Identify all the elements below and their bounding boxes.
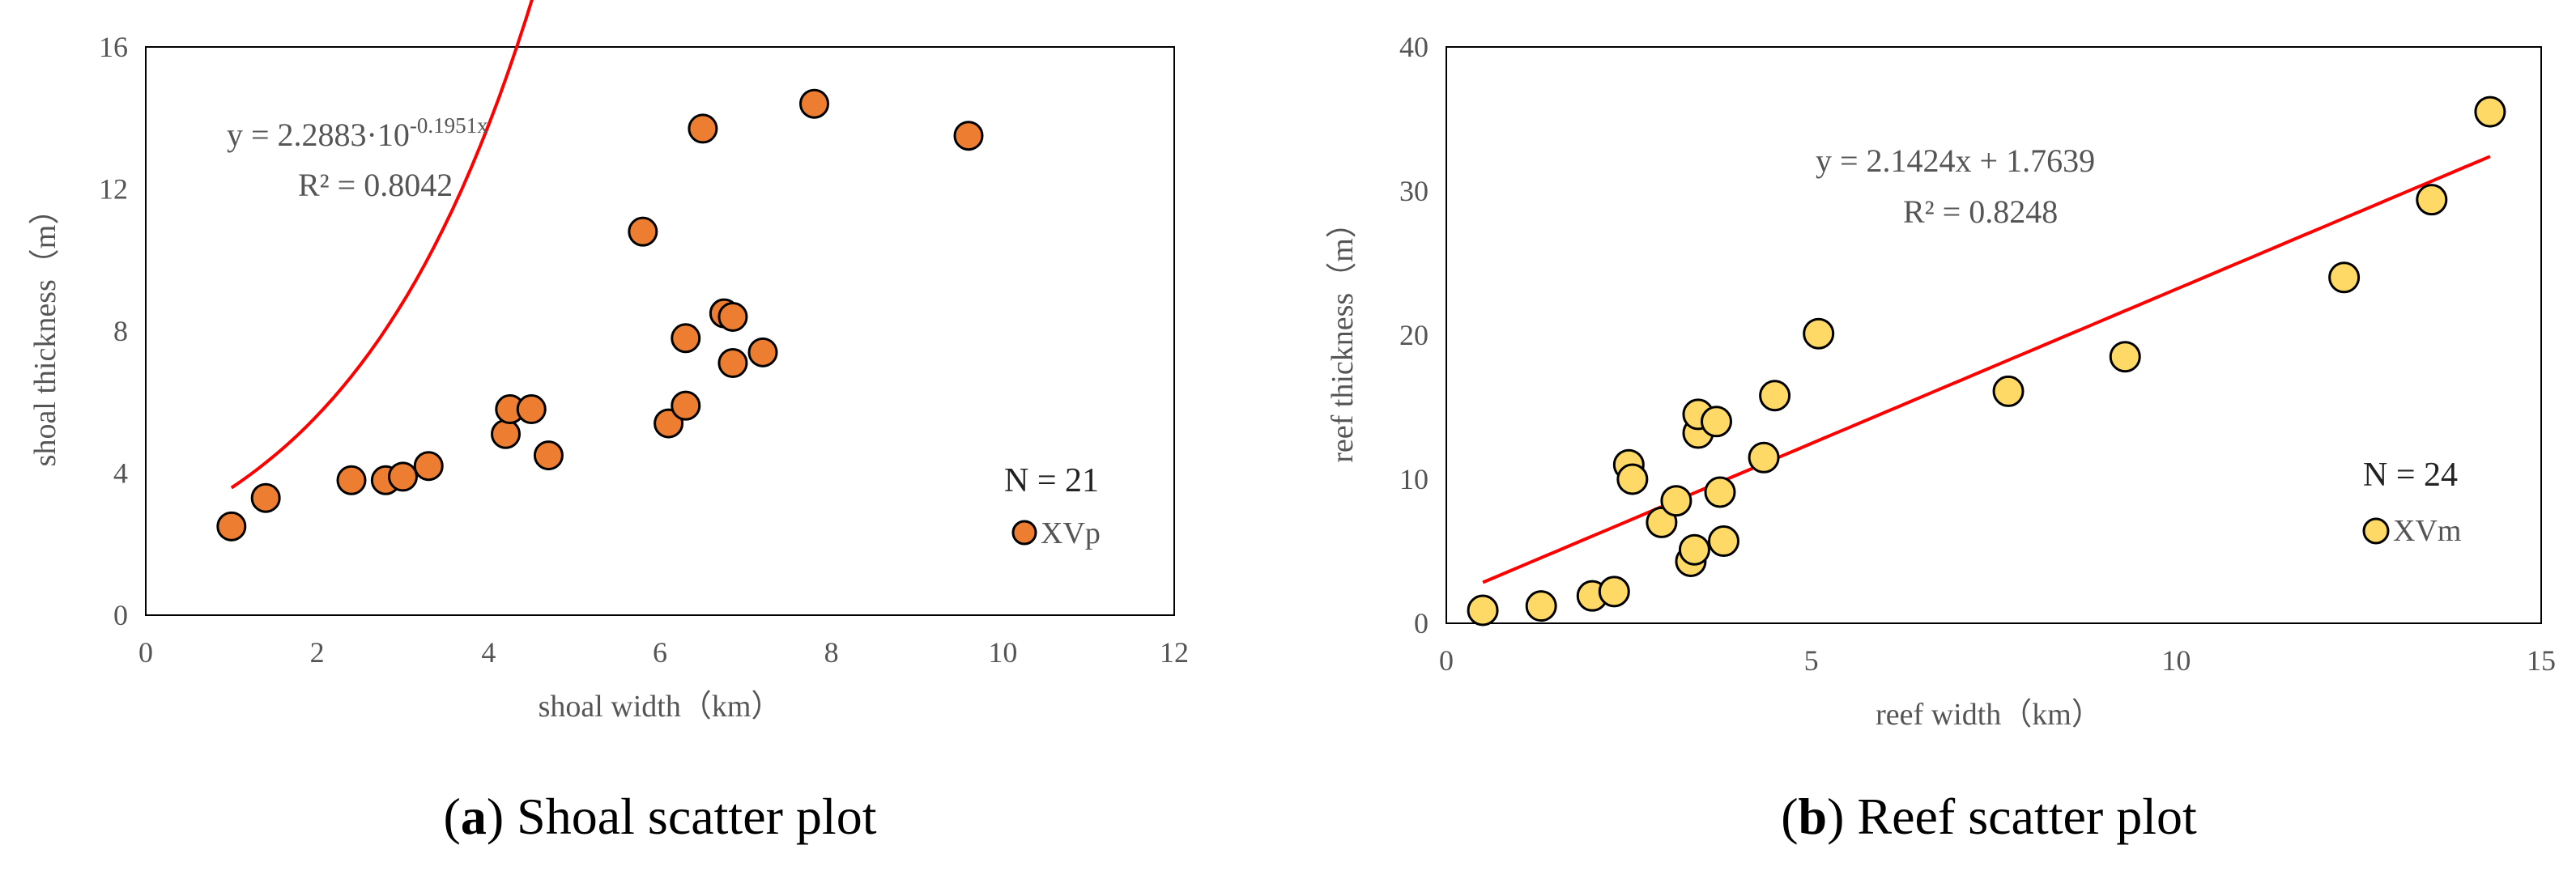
shoal-data-point — [717, 347, 748, 378]
shoal-data-point — [671, 323, 701, 354]
shoal-y-tick-label: 8 — [113, 315, 128, 347]
shoal-data-point — [413, 451, 444, 482]
reef-y-axis-title: reef thickness（m） — [1326, 207, 1360, 463]
shoal-data-point — [671, 390, 701, 421]
shoal-y-tick-label: 12 — [99, 173, 128, 206]
reef-data-point — [1759, 380, 1791, 412]
shoal-equation: y = 2.2883·10-0.1951x — [227, 113, 488, 153]
shoal-data-point — [717, 301, 748, 332]
shoal-y-tick-label: 0 — [113, 599, 128, 631]
shoal-x-tick-labels: 0 2 4 6 8 10 12 — [138, 636, 1189, 669]
shoal-data-points — [216, 88, 984, 542]
reef-data-point — [1700, 406, 1732, 438]
reef-data-point — [1525, 590, 1557, 622]
shoal-plot-frame — [145, 46, 1175, 616]
reef-data-point — [1467, 594, 1499, 627]
reef-y-tick-label: 20 — [1399, 319, 1429, 351]
reef-equation: y = 2.1424x + 1.7639 — [1816, 142, 2095, 179]
reef-x-tick-label: 5 — [1804, 644, 1819, 677]
reef-y-tick-label: 30 — [1399, 175, 1429, 207]
shoal-data-point — [953, 121, 984, 151]
shoal-x-axis-title: shoal width（km） — [539, 690, 782, 724]
shoal-data-point — [533, 440, 564, 471]
reef-scatter-panel: 0 5 10 15 0 10 20 30 40 y = 2.1424x + 1.7639 R²… — [1326, 31, 2556, 845]
reef-data-point — [2109, 341, 2141, 373]
shoal-caption: (a) Shoal scatter plot — [444, 788, 877, 845]
reef-x-tick-label: 15 — [2527, 644, 2556, 677]
reef-data-point — [2474, 96, 2506, 128]
reef-y-tick-label: 10 — [1399, 463, 1429, 495]
shoal-data-point — [628, 216, 658, 247]
reef-x-axis-title: reef width（km） — [1876, 698, 2102, 732]
reef-data-points — [1467, 96, 2506, 627]
reef-data-point — [1660, 485, 1692, 517]
reef-x-tick-label: 0 — [1439, 644, 1454, 677]
reef-data-point — [2416, 184, 2448, 216]
shoal-data-point — [491, 418, 521, 449]
shoal-x-tick-label: 6 — [653, 636, 667, 669]
reef-data-point — [1748, 441, 1780, 474]
shoal-data-point — [516, 394, 547, 425]
reef-y-tick-label: 0 — [1414, 607, 1429, 639]
shoal-data-point — [336, 465, 367, 495]
reef-data-point — [1992, 375, 2025, 407]
shoal-y-axis-title: shoal thickness（m） — [28, 194, 62, 467]
reef-data-point — [1704, 476, 1736, 508]
reef-data-point — [2328, 261, 2361, 294]
shoal-x-tick-label: 0 — [138, 636, 153, 669]
shoal-x-tick-label: 4 — [481, 636, 496, 669]
shoal-data-point — [799, 88, 829, 119]
reef-data-point — [1708, 525, 1740, 558]
reef-caption: (b) Reef scatter plot — [1781, 788, 2197, 845]
reef-data-point — [1678, 533, 1710, 566]
reef-data-point — [1646, 506, 1678, 538]
reef-data-point — [1616, 463, 1649, 495]
shoal-x-tick-label: 2 — [310, 636, 325, 669]
shoal-r2-label: R² = 0.8042 — [298, 167, 453, 203]
reef-legend-marker — [2362, 517, 2390, 545]
reef-legend-label: XVm — [2393, 514, 2461, 548]
shoal-x-tick-label: 10 — [988, 636, 1017, 669]
shoal-count-label: N = 21 — [1004, 462, 1099, 499]
shoal-data-point — [250, 482, 281, 513]
reef-plot-frame — [1446, 46, 2542, 624]
shoal-data-point — [747, 337, 778, 367]
shoal-y-tick-labels: 0 4 8 12 16 — [99, 31, 128, 631]
reef-x-tick-labels: 0 5 10 15 — [1439, 644, 2556, 677]
shoal-y-tick-label: 16 — [99, 31, 128, 63]
shoal-x-tick-label: 8 — [824, 636, 839, 669]
reef-x-tick-label: 10 — [2161, 644, 2191, 677]
shoal-legend-label: XVp — [1041, 516, 1101, 550]
reef-y-tick-label: 40 — [1399, 31, 1429, 63]
shoal-legend-marker — [1011, 520, 1037, 546]
shoal-data-point — [688, 113, 718, 144]
shoal-data-point — [388, 461, 418, 492]
shoal-y-tick-label: 4 — [113, 457, 128, 490]
reef-data-point — [1803, 317, 1835, 350]
reef-y-tick-labels: 0 10 20 30 40 — [1399, 31, 1429, 639]
reef-data-point — [1598, 576, 1630, 608]
reef-r2-label: R² = 0.8248 — [1903, 193, 2058, 230]
reef-count-label: N = 24 — [2363, 457, 2458, 494]
shoal-x-tick-label: 12 — [1160, 636, 1189, 669]
shoal-data-point — [216, 511, 247, 542]
shoal-fit-curve — [230, 0, 534, 490]
